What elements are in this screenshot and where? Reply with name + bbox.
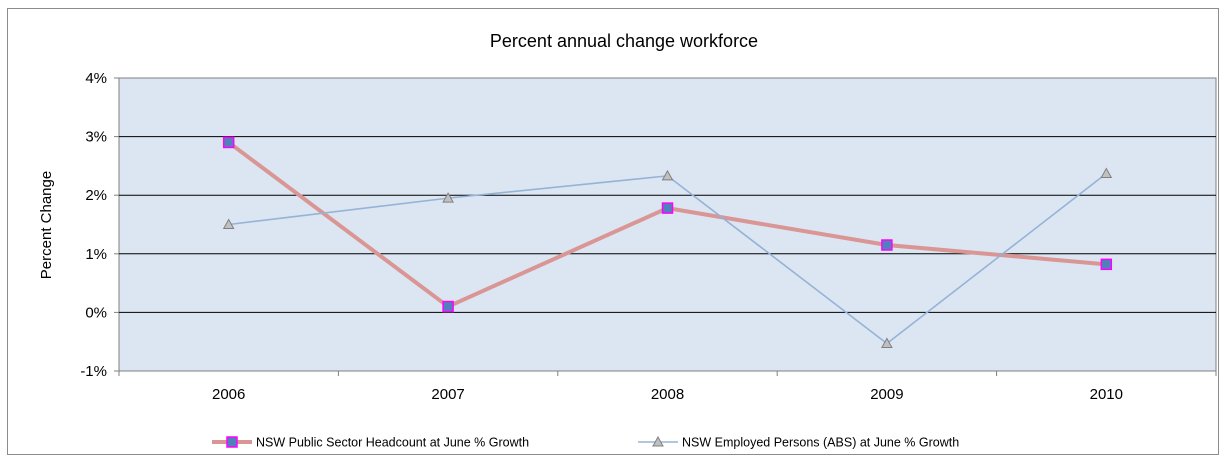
x-tick-label: 2008 <box>651 386 684 403</box>
legend-label: NSW Public Sector Headcount at June % Gr… <box>256 436 529 450</box>
data-point-series-1 <box>661 202 674 214</box>
y-axis-ticks: -1% 0% 1% 2% 3% 4% <box>80 70 119 380</box>
x-tick-label: 2010 <box>1090 386 1123 403</box>
plot-area <box>118 77 1217 372</box>
x-axis-ticks: 2006 2007 2008 2009 2010 <box>118 371 1217 403</box>
data-point-series-2 <box>661 169 674 181</box>
legend-label: NSW Employed Persons (ABS) at June % Gro… <box>682 436 959 450</box>
y-tick-label: 4% <box>85 70 107 87</box>
data-point-series-2 <box>881 337 893 348</box>
y-tick-label: 3% <box>85 129 107 146</box>
y-axis-label: Percent Change <box>38 171 55 279</box>
data-point-series-2 <box>442 192 454 203</box>
legend: NSW Public Sector Headcount at June % Gr… <box>212 436 959 450</box>
data-point-series-2 <box>1100 167 1113 179</box>
data-point-series-1 <box>1100 258 1113 271</box>
y-tick-label: 2% <box>85 187 107 204</box>
series-markers <box>222 136 1113 348</box>
data-point-series-2 <box>222 218 235 229</box>
x-tick-label: 2006 <box>212 386 245 403</box>
y-tick-label: 0% <box>85 304 107 321</box>
y-tick-label: 1% <box>85 246 107 263</box>
data-point-series-1 <box>222 136 235 149</box>
x-tick-label: 2009 <box>870 386 903 403</box>
legend-swatch-marker <box>652 435 664 447</box>
x-tick-label: 2007 <box>431 386 464 403</box>
y-tick-label: -1% <box>80 363 107 380</box>
data-point-series-1 <box>881 239 893 251</box>
chart-title: Percent annual change workforce <box>490 31 758 51</box>
data-point-series-1 <box>442 300 454 313</box>
legend-swatch-marker <box>226 436 238 448</box>
